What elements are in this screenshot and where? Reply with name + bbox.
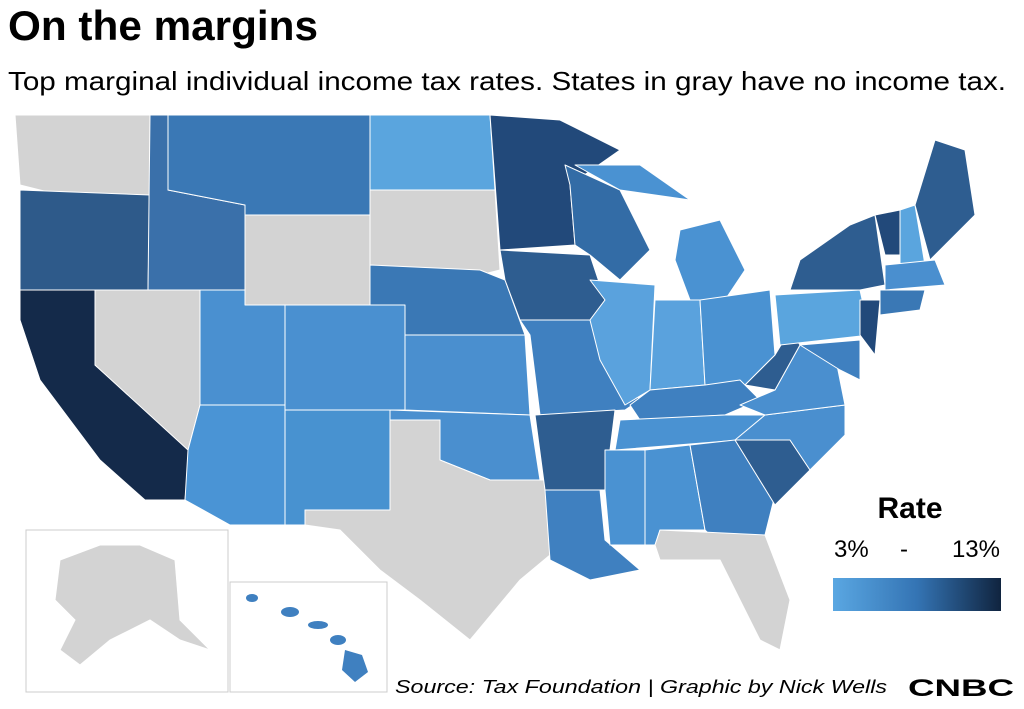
state xyxy=(304,419,551,641)
state xyxy=(284,304,406,411)
logo: CNBC xyxy=(908,675,1014,702)
state xyxy=(499,249,606,321)
island xyxy=(342,650,368,682)
island xyxy=(281,607,299,617)
state xyxy=(604,449,646,546)
state xyxy=(19,189,151,291)
state xyxy=(284,409,391,526)
island xyxy=(330,635,346,645)
state xyxy=(369,114,496,191)
state xyxy=(879,289,926,316)
legend-separator: - xyxy=(900,536,908,563)
state xyxy=(654,529,791,651)
state xyxy=(369,189,501,276)
state xyxy=(589,279,656,406)
legend-title: Rate xyxy=(877,492,942,525)
state xyxy=(674,219,746,301)
state xyxy=(534,409,616,491)
island xyxy=(246,594,258,602)
alaska xyxy=(54,544,211,666)
hawaii xyxy=(246,594,368,682)
state xyxy=(884,259,946,291)
states xyxy=(14,114,976,651)
state xyxy=(14,114,156,196)
source: Source: Tax Foundation | Graphic by Nick… xyxy=(395,677,887,697)
state xyxy=(404,334,531,416)
state xyxy=(564,164,651,281)
legend-gradient xyxy=(833,578,1001,611)
legend-max: 13% xyxy=(952,536,1000,563)
title: On the margins xyxy=(8,2,318,49)
legend-min: 3% xyxy=(834,536,869,563)
state xyxy=(649,299,706,391)
subtitle: Top marginal individual income tax rates… xyxy=(8,66,1006,96)
state xyxy=(574,164,691,201)
island xyxy=(308,621,328,629)
state xyxy=(914,139,976,261)
state xyxy=(859,299,881,356)
state xyxy=(199,289,286,406)
state xyxy=(799,339,861,381)
state xyxy=(184,404,286,526)
state xyxy=(244,214,371,306)
state xyxy=(544,489,641,581)
state xyxy=(789,214,886,291)
state xyxy=(774,289,871,346)
